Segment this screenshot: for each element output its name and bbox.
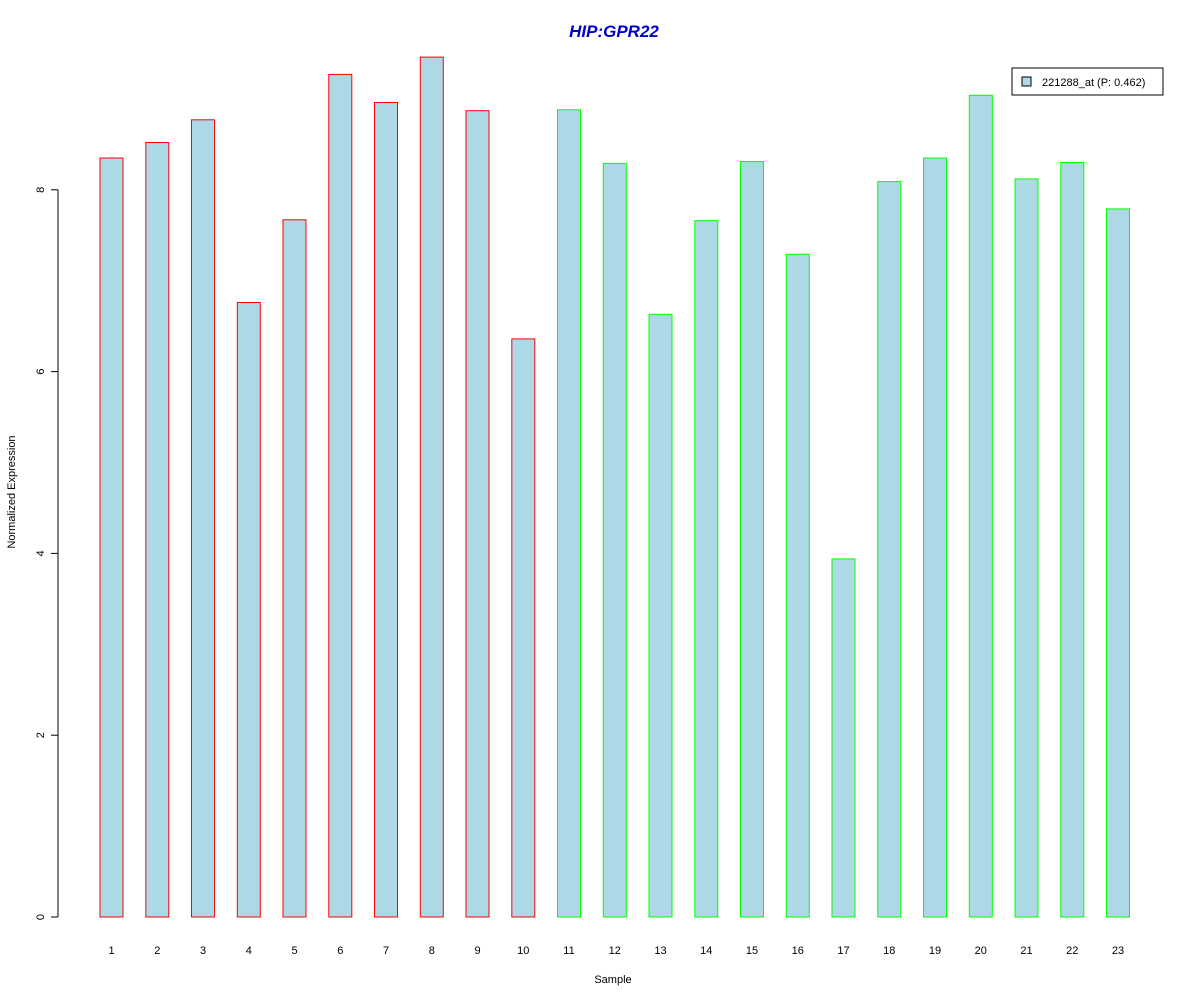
legend-label: 221288_at (P: 0.462) xyxy=(1042,77,1145,89)
bar-sample-22 xyxy=(1060,162,1085,918)
bar-sample-20 xyxy=(968,94,993,918)
x-tick-label: 19 xyxy=(929,945,941,957)
bar-sample-23 xyxy=(1106,208,1130,918)
bar-sample-11 xyxy=(557,109,581,918)
bar-sample-9 xyxy=(465,110,490,918)
x-tick-label: 23 xyxy=(1112,945,1124,957)
y-tick-label: 2 xyxy=(35,732,47,738)
legend-swatch xyxy=(1021,76,1032,87)
x-tick-label: 18 xyxy=(883,945,895,957)
bar-sample-6 xyxy=(328,73,353,918)
x-tick-label: 9 xyxy=(474,945,480,957)
bar-sample-14 xyxy=(694,220,719,918)
x-tick-label: 4 xyxy=(246,945,252,957)
bar-sample-10 xyxy=(511,338,536,918)
x-tick-label: 3 xyxy=(200,945,206,957)
y-tick-label: 4 xyxy=(35,550,47,556)
bar-sample-19 xyxy=(923,157,947,918)
bar-sample-4 xyxy=(236,302,261,918)
bar-sample-7 xyxy=(374,102,398,918)
bar-sample-2 xyxy=(145,142,170,918)
bar-sample-16 xyxy=(785,253,810,918)
x-tick-label: 6 xyxy=(337,945,343,957)
y-tick-label: 8 xyxy=(35,187,47,193)
y-axis: 0 2 4 6 8 xyxy=(35,187,59,920)
x-tick-label: 1 xyxy=(108,945,114,957)
x-axis-labels: 1 2 3 4 5 6 7 8 9 10 11 12 13 14 15 16 17 18 19 20 21 22 23 xyxy=(108,945,1124,957)
y-tick-label: 0 xyxy=(35,914,47,920)
x-tick-label: 5 xyxy=(291,945,297,957)
bar-sample-8 xyxy=(419,56,444,918)
legend: 221288_at (P: 0.462) xyxy=(1011,67,1164,96)
x-axis-title: Sample xyxy=(594,974,631,986)
bar-sample-12 xyxy=(602,162,627,918)
bar-sample-13 xyxy=(648,313,673,918)
bar-sample-5 xyxy=(282,219,307,918)
x-tick-label: 12 xyxy=(609,945,621,957)
bar-sample-18 xyxy=(877,181,902,918)
x-tick-label: 8 xyxy=(429,945,435,957)
bar-sample-21 xyxy=(1014,178,1039,918)
x-tick-label: 7 xyxy=(383,945,389,957)
x-tick-label: 15 xyxy=(746,945,758,957)
x-tick-label: 14 xyxy=(700,945,712,957)
y-tick-label: 6 xyxy=(35,369,47,375)
bars-group xyxy=(99,56,1130,918)
x-tick-label: 13 xyxy=(654,945,666,957)
x-tick-label: 21 xyxy=(1020,945,1032,957)
x-tick-label: 22 xyxy=(1066,945,1078,957)
chart-title: HIP:GPR22 xyxy=(569,22,659,41)
bar-sample-17 xyxy=(831,558,856,918)
x-tick-label: 11 xyxy=(563,945,574,957)
legend-box xyxy=(1011,67,1164,96)
x-tick-label: 17 xyxy=(837,945,849,957)
bar-sample-15 xyxy=(740,161,764,918)
y-axis-title: Normalized Expression xyxy=(6,435,18,548)
x-tick-label: 2 xyxy=(154,945,160,957)
x-tick-label: 20 xyxy=(975,945,987,957)
bar-sample-3 xyxy=(191,119,215,918)
x-tick-label: 10 xyxy=(517,945,529,957)
bar-sample-1 xyxy=(99,157,124,918)
x-tick-label: 16 xyxy=(792,945,804,957)
